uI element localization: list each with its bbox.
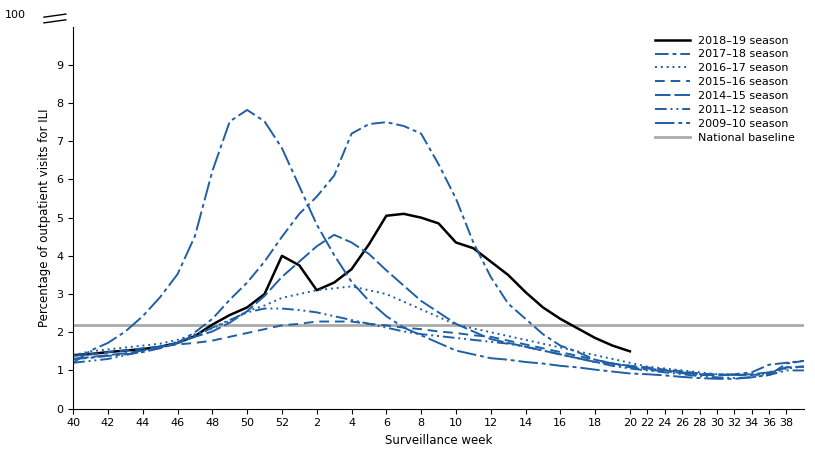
Y-axis label: Percentage of outpatient visits for ILI: Percentage of outpatient visits for ILI [37, 109, 51, 327]
X-axis label: Surveillance week: Surveillance week [385, 434, 492, 447]
Text: 100: 100 [5, 10, 25, 20]
Legend: 2018–19 season, 2017–18 season, 2016–17 season, 2015–16 season, 2014–15 season, : 2018–19 season, 2017–18 season, 2016–17 … [651, 32, 799, 146]
